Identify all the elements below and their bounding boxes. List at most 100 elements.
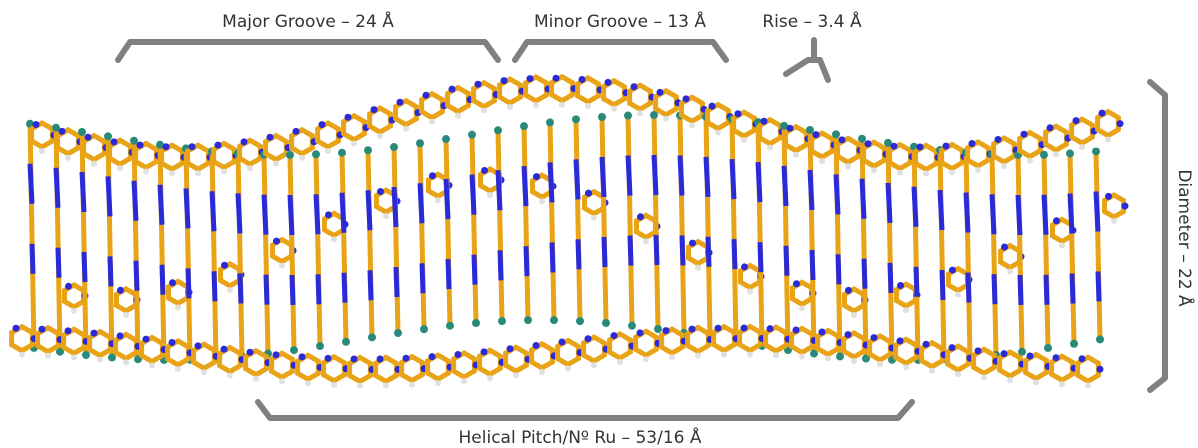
atom [39,148,45,154]
atom [897,337,904,344]
rung [136,261,137,291]
atom [319,121,326,128]
rung [784,166,786,206]
atom [585,190,592,197]
atom [1053,217,1060,224]
atom [845,287,852,294]
atom [39,326,46,333]
rung [474,255,475,285]
atom [799,305,805,311]
atom [377,133,383,139]
ru-atom [82,351,90,359]
rung [290,155,294,350]
atom [683,95,690,102]
atom [247,165,253,171]
rung [396,267,397,297]
atom [695,353,701,359]
rung [706,157,708,197]
atom [585,335,592,342]
atom [91,161,97,167]
atom [949,267,956,274]
rung [160,145,164,360]
rung [420,143,424,329]
atom [657,89,664,96]
atom [487,375,493,381]
rung [1018,195,1020,235]
ru-atom [364,146,372,154]
rung [1070,154,1074,344]
atom [565,365,571,371]
rung [966,153,970,358]
atom [169,339,176,346]
ru-atom [442,135,450,143]
rung [576,159,578,199]
atom [1007,377,1013,383]
rung [342,193,344,233]
atom [793,327,800,334]
rung [318,274,319,304]
ru-atom [420,325,428,333]
ru-atom [342,338,350,346]
rung [134,181,136,221]
atom [1027,158,1033,164]
atom [553,75,560,82]
rung [344,273,345,303]
atom [923,341,930,348]
rung [680,115,684,333]
atom [871,334,878,341]
atom [71,354,77,360]
atom [559,339,566,346]
atom [97,357,103,363]
rung [186,188,188,228]
ru-atom [446,322,454,330]
rung [30,164,32,204]
atom [617,359,623,365]
rung [994,274,995,304]
rung [108,176,110,216]
atom [429,119,435,125]
rung [56,128,60,352]
rung [888,183,890,223]
atom [351,356,358,363]
atom [435,197,441,203]
atom [227,287,233,293]
rung [604,237,605,267]
atom [721,352,727,358]
atom [403,355,410,362]
atom [643,238,649,244]
rung [758,162,760,202]
atom [611,106,617,112]
atom [585,103,591,109]
rung [656,235,657,265]
atom [819,329,826,336]
ru-atom [836,352,844,360]
ru-atom [368,333,376,341]
atom [903,307,909,313]
atom [591,215,597,221]
atom [85,134,92,141]
ru-atom [624,112,632,120]
atom [325,148,331,154]
atom [1073,117,1080,124]
atom [975,167,981,173]
atom [851,358,857,364]
atom [527,75,534,82]
atom [1053,354,1060,361]
rung [368,190,370,230]
atom [663,327,670,334]
ru-atom [550,316,558,324]
diameter-label: Diameter – 22 Å [1174,169,1196,307]
atom [169,170,175,176]
rung [1072,274,1073,304]
rung [422,263,423,293]
rung [448,259,449,289]
atom [929,368,935,374]
figure: Major Groove – 24 Å Minor Groove – 13 Å … [0,0,1198,448]
atom [917,143,924,150]
atom [1105,137,1111,143]
atom [65,155,71,161]
ru-atom [520,122,528,130]
rung [370,270,371,300]
atom [253,376,259,382]
atom [435,380,441,386]
